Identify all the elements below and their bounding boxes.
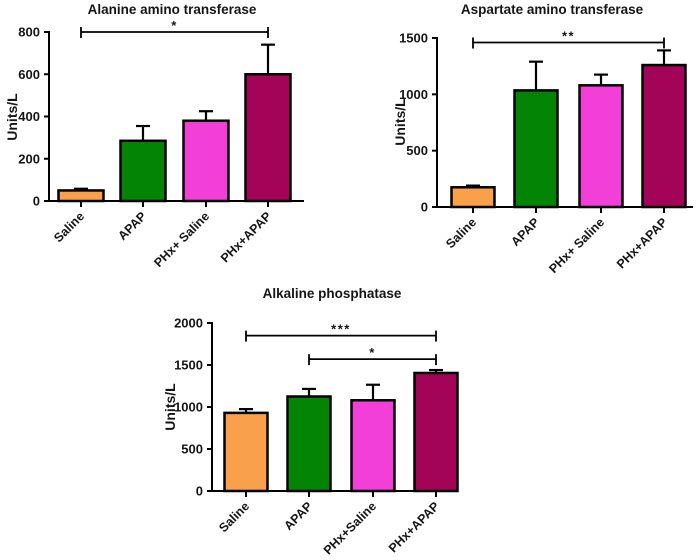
bar-apap [513, 89, 559, 209]
y-tick-label: 600 [18, 67, 40, 82]
y-tick-label: 0 [33, 194, 40, 209]
plot-aspartate: 0 500 1000 1500 Saline APAP PHx+ Saline PHx+APA… [399, 29, 693, 276]
chart-aspartate-amino-transferase: Aspartate amino transferase Units/L 0 500… [352, 0, 700, 278]
bar-phx-saline [350, 399, 396, 493]
chart-title-alanine: Alanine amino transferase [87, 2, 257, 17]
y-tick-label: 500 [181, 442, 203, 457]
y-tick-label: 200 [18, 151, 40, 166]
chart-alanine-amino-transferase: Alanine amino transferase Units/L 0 200 40… [0, 0, 345, 278]
y-axis-label-alkaline: Units/L [162, 383, 178, 431]
y-tick-label: 1000 [399, 87, 428, 102]
y-tick-label: 0 [196, 484, 203, 499]
y-tick-label: 1500 [399, 31, 428, 46]
bar-phx-apap [413, 371, 459, 493]
y-tick-label: 1000 [174, 400, 203, 415]
category-label-phx-apap: PHx+APAP [218, 209, 274, 265]
bar-saline [57, 189, 105, 203]
category-label-phx-apap: PHx+APAP [614, 215, 670, 271]
bar-apap [286, 395, 332, 493]
category-label-phx-saline: PHx+ Saline [546, 215, 607, 276]
category-label-apap: APAP [281, 499, 315, 533]
y-axis-label-aspartate: Units/L [392, 98, 408, 146]
category-label-phx-saline: PHx+ Saline [151, 209, 212, 270]
bar-saline [450, 186, 496, 209]
bar-phx-saline [182, 119, 230, 203]
category-label-phx-apap: PHx+APAP [386, 499, 442, 555]
category-label-saline: Saline [216, 499, 252, 535]
bar-saline [223, 411, 269, 493]
plot-alanine: 0 200 400 600 800 Saline APAP PHx+ Saline PHx+AP… [18, 18, 304, 270]
bar-phx-saline [578, 84, 624, 209]
category-label-phx-saline: PHx+Saline [321, 499, 379, 557]
bar-phx-apap [244, 73, 292, 203]
category-label-apap: APAP [508, 215, 542, 249]
y-tick-label: 1500 [174, 358, 203, 373]
category-label-saline: Saline [443, 215, 479, 251]
chart-title-aspartate: Aspartate amino transferase [460, 2, 644, 17]
sig-label: * [171, 18, 178, 33]
sig-label: *** [331, 322, 351, 337]
sig-label: * [369, 345, 376, 360]
plot-alkaline: 0 500 1000 1500 2000 Saline APAP PHx+Saline PHx+… [174, 316, 459, 558]
bar-apap [119, 139, 167, 203]
y-tick-label: 400 [18, 109, 40, 124]
y-axis-label-alanine: Units/L [4, 93, 20, 141]
category-label-apap: APAP [115, 209, 149, 243]
y-tick-label: 800 [18, 25, 40, 40]
y-tick-label: 500 [406, 143, 428, 158]
sig-label: ** [562, 29, 575, 44]
chart-title-alkaline: Alkaline phosphatase [262, 286, 402, 301]
y-tick-label: 2000 [174, 316, 203, 331]
bar-phx-apap [641, 63, 687, 209]
chart-alkaline-phosphatase: Alkaline phosphatase Units/L 0 500 1000 150… [140, 280, 560, 560]
y-tick-label: 0 [421, 200, 428, 215]
category-label-saline: Saline [51, 209, 87, 245]
